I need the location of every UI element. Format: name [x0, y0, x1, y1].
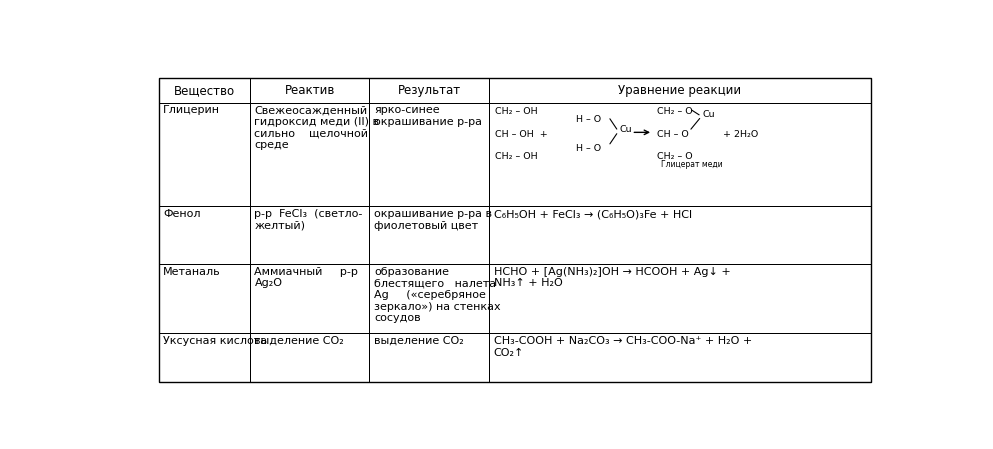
Text: CH₃-COOH + Na₂CO₃ → CH₃-COO-Na⁺ + H₂O +
CO₂↑: CH₃-COOH + Na₂CO₃ → CH₃-COO-Na⁺ + H₂O + … — [494, 336, 752, 358]
Text: C₆H₅OH + FeCl₃ → (C₆H₅O)₃Fe + HCl: C₆H₅OH + FeCl₃ → (C₆H₅O)₃Fe + HCl — [494, 209, 692, 219]
Bar — [369, 78, 490, 102]
Text: Результат: Результат — [398, 84, 461, 97]
Bar — [159, 264, 250, 333]
Text: Глицерин: Глицерин — [164, 106, 220, 115]
Bar — [250, 264, 369, 333]
Text: CH – O: CH – O — [656, 130, 688, 139]
Bar — [250, 102, 369, 207]
Text: Глицерат меди: Глицерат меди — [660, 160, 722, 169]
Text: ярко-синее
окрашивание р-ра: ярко-синее окрашивание р-ра — [374, 106, 482, 127]
Bar — [159, 333, 250, 383]
Bar — [250, 333, 369, 383]
Bar — [369, 333, 490, 383]
Text: Cu: Cu — [703, 110, 716, 119]
Text: р-р  FeCl₃  (светло-
желтый): р-р FeCl₃ (светло- желтый) — [254, 209, 362, 231]
Bar — [490, 78, 871, 102]
Text: Метаналь: Метаналь — [164, 267, 221, 277]
Text: Уравнение реакции: Уравнение реакции — [619, 84, 742, 97]
Bar — [250, 207, 369, 264]
Text: окрашивание р-ра в
фиолетовый цвет: окрашивание р-ра в фиолетовый цвет — [374, 209, 493, 231]
Text: CH – OH  +: CH – OH + — [496, 130, 548, 139]
Bar — [490, 333, 871, 383]
Text: выделение CO₂: выделение CO₂ — [374, 336, 464, 346]
Bar — [369, 264, 490, 333]
Text: H – O: H – O — [576, 115, 601, 124]
Text: H – O: H – O — [576, 145, 601, 154]
Bar — [159, 78, 871, 383]
Text: Свежеосажденный
гидроксид меди (II) в
сильно    щелочной
среде: Свежеосажденный гидроксид меди (II) в си… — [254, 106, 379, 150]
Text: + 2H₂O: + 2H₂O — [723, 130, 759, 139]
Bar — [250, 78, 369, 102]
Bar — [490, 207, 871, 264]
Bar — [490, 102, 871, 207]
Bar — [159, 207, 250, 264]
Text: CH₂ – OH: CH₂ – OH — [496, 107, 538, 116]
Bar — [159, 78, 250, 102]
Text: выделение CO₂: выделение CO₂ — [254, 336, 345, 346]
Bar — [369, 102, 490, 207]
Text: CH₂ – O: CH₂ – O — [656, 107, 692, 116]
Text: образование
блестящего   налета
Ag     («серебряное
зеркало») на стенках
сосудов: образование блестящего налета Ag («сереб… — [374, 267, 500, 323]
Text: CH₂ – OH: CH₂ – OH — [496, 152, 538, 162]
Text: HCHO + [Ag(NH₃)₂]OH → HCOOH + Ag↓ +
NH₃↑ + H₂O: HCHO + [Ag(NH₃)₂]OH → HCOOH + Ag↓ + NH₃↑… — [494, 267, 731, 288]
Bar — [159, 102, 250, 207]
Text: Вещество: Вещество — [174, 84, 235, 97]
Text: Cu: Cu — [620, 125, 633, 134]
Text: Уксусная кислота: Уксусная кислота — [164, 336, 267, 346]
Text: Реактив: Реактив — [284, 84, 335, 97]
Text: CH₂ – O: CH₂ – O — [656, 152, 692, 162]
Text: Фенол: Фенол — [164, 209, 201, 219]
Text: Аммиачный     р-р
Ag₂O: Аммиачный р-р Ag₂O — [254, 267, 358, 288]
Bar — [490, 264, 871, 333]
Bar — [369, 207, 490, 264]
